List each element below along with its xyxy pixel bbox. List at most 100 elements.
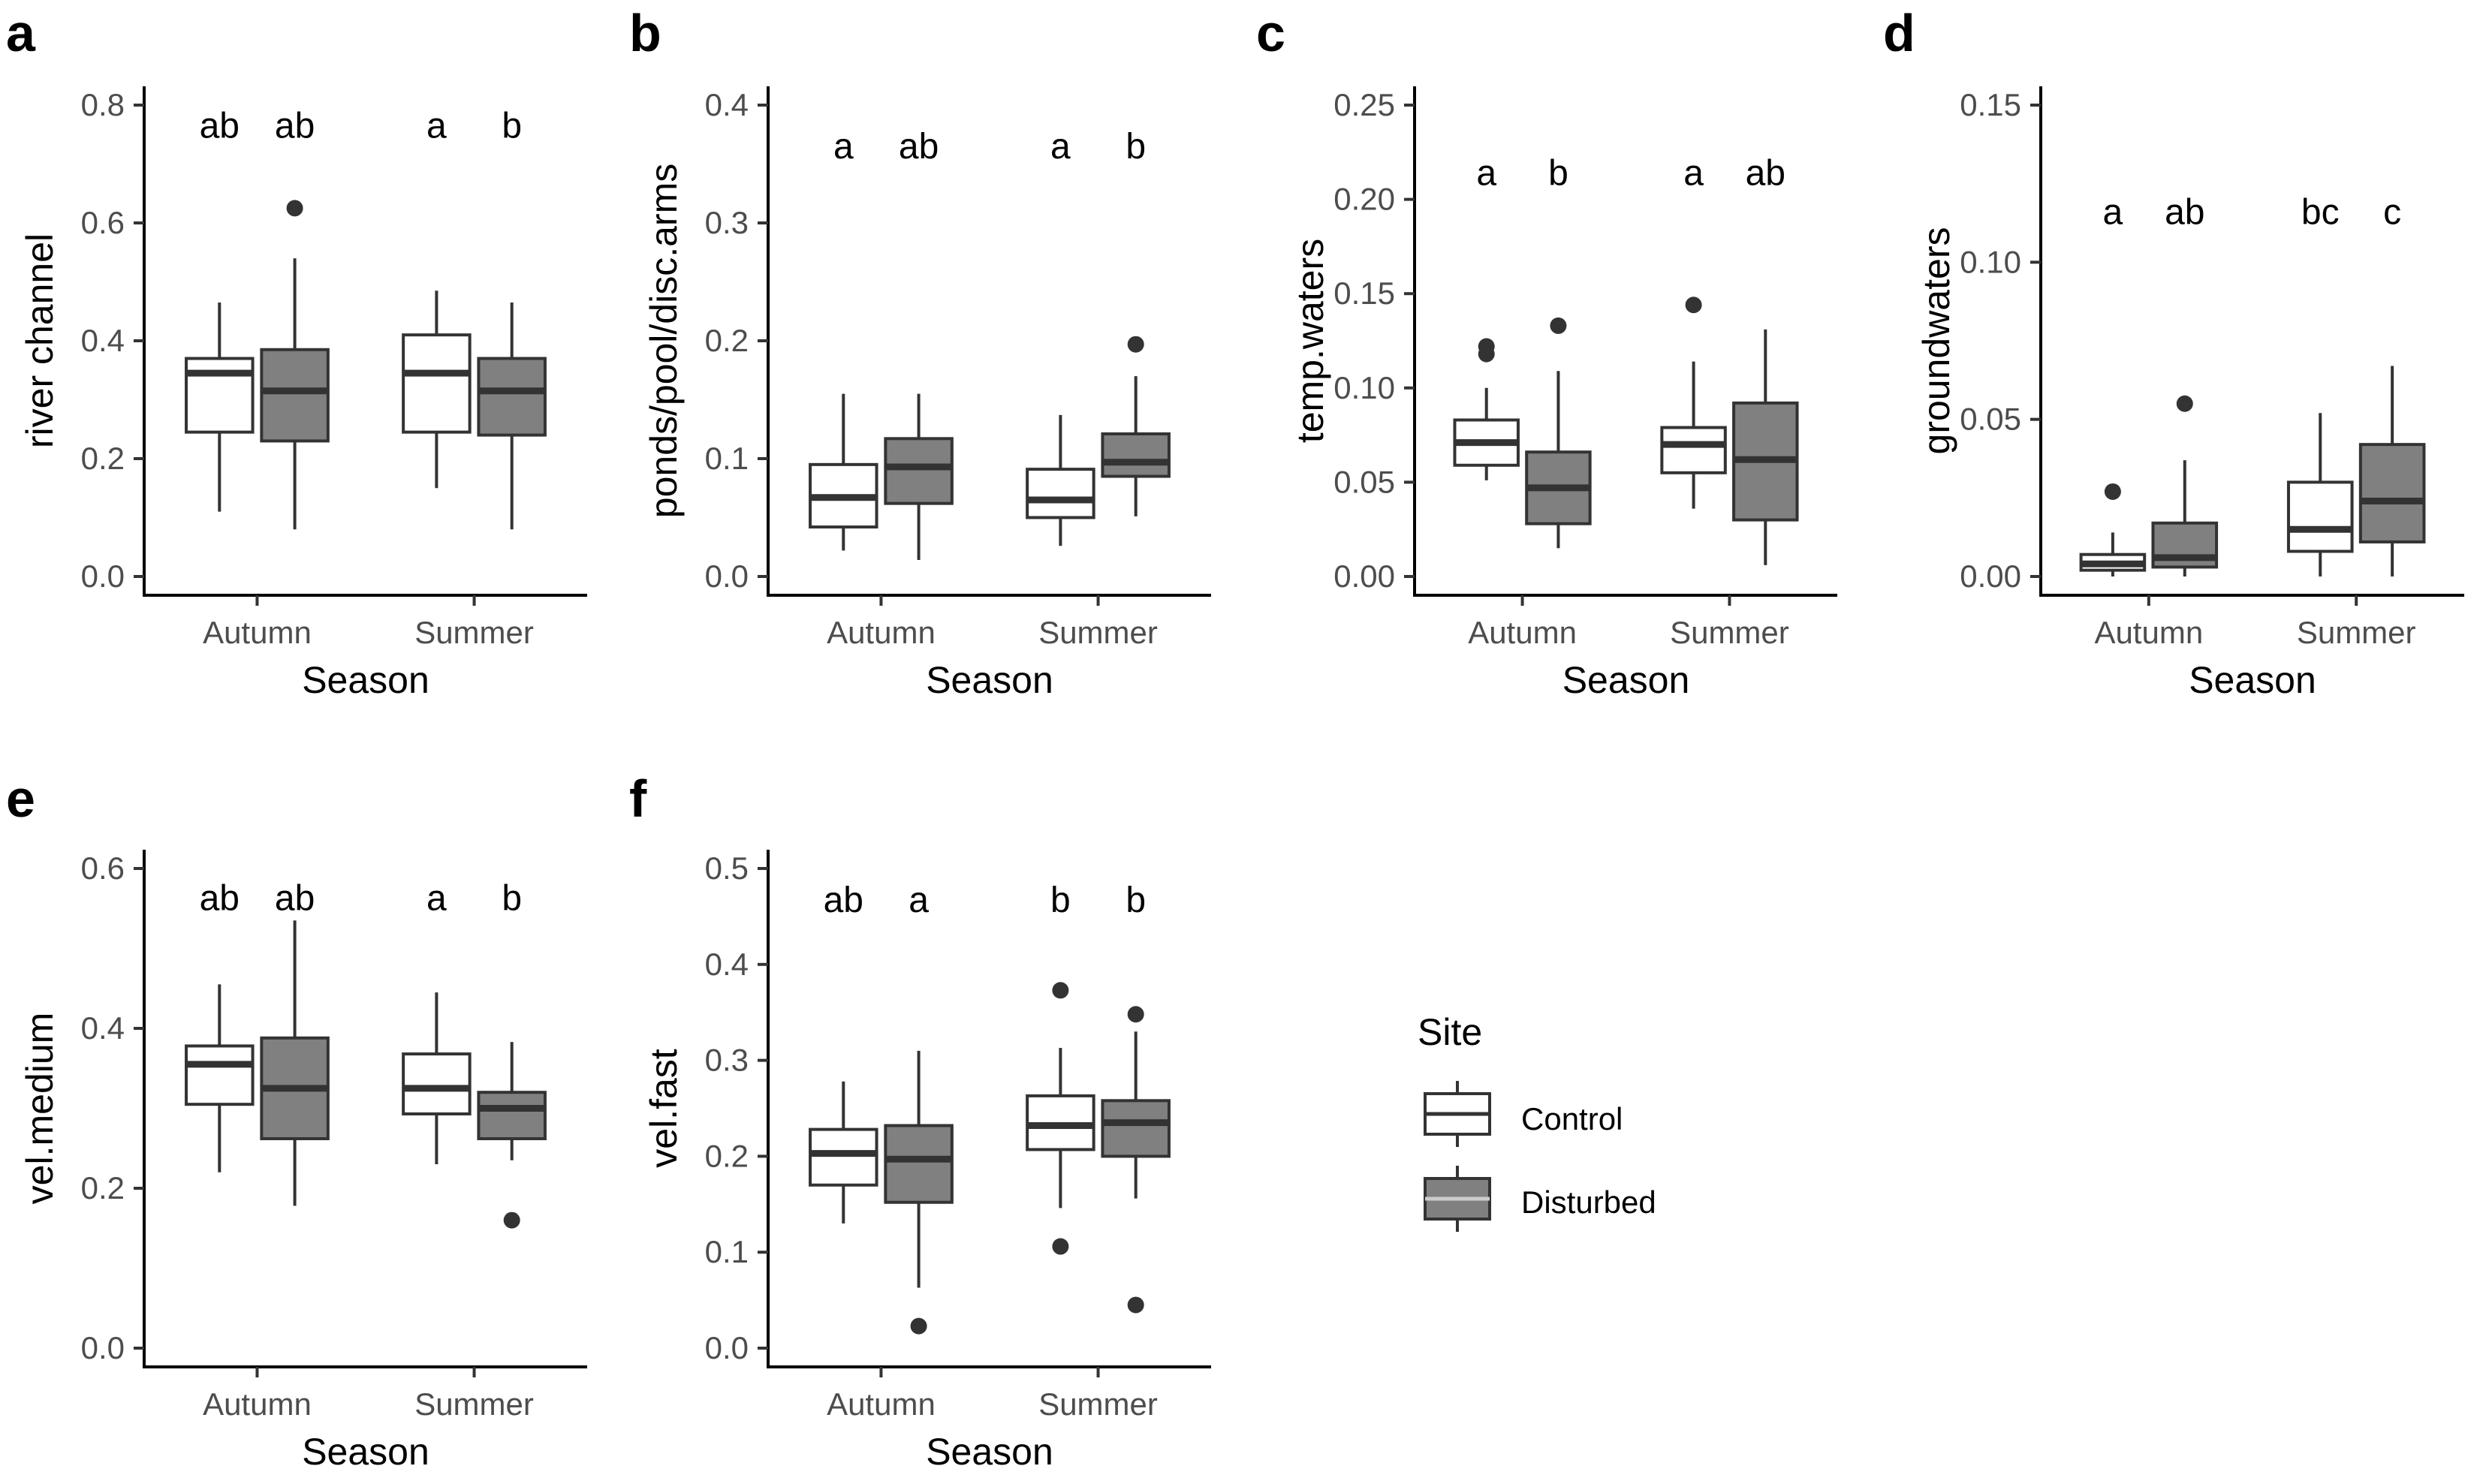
panel-c: c 0.00 0.05 0.10 0.15 0.20 0.25 Autumn Summer Sea…	[1256, 4, 1837, 701]
box-iqr	[1101, 1099, 1171, 1158]
y-tick-label: 0.00	[1333, 558, 1395, 594]
outlier-point	[1550, 317, 1567, 334]
box-iqr	[1026, 468, 1095, 519]
box-disturbed-autumn	[884, 1050, 954, 1335]
y-tick-label: 0.0	[705, 558, 749, 594]
box-disturbed-summer	[1732, 329, 1799, 565]
outlier-point	[1127, 336, 1144, 353]
outlier-point	[910, 1317, 927, 1335]
panel-letter: a	[6, 4, 36, 62]
x-axis-title: Season	[926, 659, 1053, 701]
y-tick-label: 0.15	[1960, 87, 2021, 122]
box-iqr	[884, 437, 954, 505]
significance-label: a	[909, 880, 929, 920]
significance-label: b	[1126, 880, 1146, 920]
outlier-point	[1478, 338, 1495, 355]
significance-label: ab	[200, 878, 240, 918]
x-axis-title: Season	[1562, 659, 1690, 701]
box-disturbed-summer	[2358, 366, 2426, 576]
significance-label: ab	[275, 878, 315, 918]
y-tick-label: 0.8	[81, 87, 125, 122]
x-tick-label: Autumn	[827, 1386, 936, 1422]
box-disturbed-summer	[1101, 336, 1171, 516]
box-control-autumn	[185, 302, 255, 512]
significance-label: ab	[200, 106, 240, 146]
box-control-autumn	[185, 984, 255, 1172]
legend-key-control	[1424, 1081, 1491, 1147]
box-iqr	[402, 1052, 472, 1115]
box-control-autumn	[1453, 338, 1520, 480]
panel-f: f 0.0 0.1 0.2 0.3 0.4 0.5 Autumn Summer Season vel…	[629, 769, 1211, 1473]
x-tick-label: Summer	[2297, 615, 2416, 650]
significance-label: ab	[899, 127, 939, 167]
y-tick-label: 0.0	[705, 1330, 749, 1365]
box-disturbed-autumn	[1525, 317, 1592, 549]
box-control-summer	[1026, 414, 1095, 546]
significance-label: b	[1126, 127, 1146, 167]
x-tick-label: Autumn	[2094, 615, 2203, 650]
box-control-summer	[2286, 413, 2354, 576]
y-tick-label: 0.15	[1333, 275, 1395, 311]
box-iqr	[477, 1091, 547, 1140]
y-tick-label: 0.3	[705, 205, 749, 240]
box-control-summer	[402, 992, 472, 1165]
y-tick-label: 0.25	[1333, 87, 1395, 122]
box-disturbed-summer	[477, 302, 547, 530]
y-tick-label: 0.6	[81, 850, 125, 886]
y-tick-label: 0.1	[705, 1234, 749, 1269]
panel-b: b 0.0 0.1 0.2 0.3 0.4 Autumn Summer Season ponds/…	[629, 4, 1211, 701]
box-disturbed-autumn	[260, 200, 330, 530]
box-iqr	[2358, 443, 2426, 543]
x-tick-label: Autumn	[827, 615, 936, 650]
panel-letter: c	[1256, 4, 1285, 62]
x-tick-label: Summer	[1038, 1386, 1158, 1422]
legend-key-disturbed	[1424, 1166, 1491, 1232]
x-tick-label: Autumn	[203, 1386, 312, 1422]
panel-a: a 0.0 0.2 0.4 0.6 0.8 Autumn Summer Season river …	[6, 4, 587, 701]
x-axis-title: Season	[926, 1431, 1053, 1473]
legend-label-disturbed: Disturbed	[1521, 1184, 1656, 1220]
y-tick-label: 0.0	[81, 558, 125, 594]
significance-label: a	[2103, 192, 2123, 232]
y-axis-title: ponds/pool/disc.arms	[643, 164, 685, 518]
y-axis-title: river channel	[19, 233, 61, 448]
outlier-point	[286, 200, 303, 217]
box-iqr	[2286, 480, 2354, 553]
outlier-point	[1685, 296, 1702, 314]
significance-label: ab	[275, 106, 315, 146]
y-tick-label: 0.5	[705, 850, 749, 886]
box-control-autumn	[809, 393, 878, 551]
box-iqr	[1101, 432, 1171, 478]
panel-d: d 0.00 0.05 0.10 0.15 Autumn Summer Season groun…	[1883, 4, 2464, 701]
significance-label: ab	[1746, 153, 1785, 193]
outlier-point	[1127, 1006, 1144, 1023]
box-control-summer	[1026, 982, 1095, 1255]
significance-label: b	[502, 106, 522, 146]
y-tick-label: 0.4	[705, 947, 749, 982]
box-iqr	[477, 357, 547, 437]
significance-label: b	[1050, 880, 1071, 920]
x-tick-label: Autumn	[203, 615, 312, 650]
outlier-point	[1127, 1296, 1144, 1314]
panel-e: e 0.0 0.2 0.4 0.6 Autumn Summer Season vel.mediu…	[6, 769, 587, 1473]
box-iqr	[185, 357, 255, 434]
y-tick-label: 0.05	[1960, 402, 2021, 437]
y-axis-title: vel.medium	[19, 1013, 61, 1205]
box-control-summer	[402, 290, 472, 489]
box-control-summer	[1660, 296, 1727, 509]
outlier-point	[1052, 982, 1069, 999]
box-disturbed-autumn	[884, 393, 954, 561]
legend-title: Site	[1418, 1011, 1482, 1053]
panel-letter: f	[629, 769, 647, 828]
outlier-point	[503, 1212, 520, 1229]
significance-label: c	[2383, 192, 2401, 232]
box-iqr	[260, 348, 330, 443]
x-tick-label: Summer	[414, 615, 534, 650]
y-tick-label: 0.4	[705, 87, 749, 122]
box-disturbed-autumn	[260, 920, 330, 1206]
significance-label: a	[426, 106, 447, 146]
y-tick-label: 0.4	[81, 323, 125, 358]
box-control-autumn	[809, 1081, 878, 1224]
significance-label: ab	[2165, 192, 2204, 232]
legend-label-control: Control	[1521, 1101, 1623, 1136]
